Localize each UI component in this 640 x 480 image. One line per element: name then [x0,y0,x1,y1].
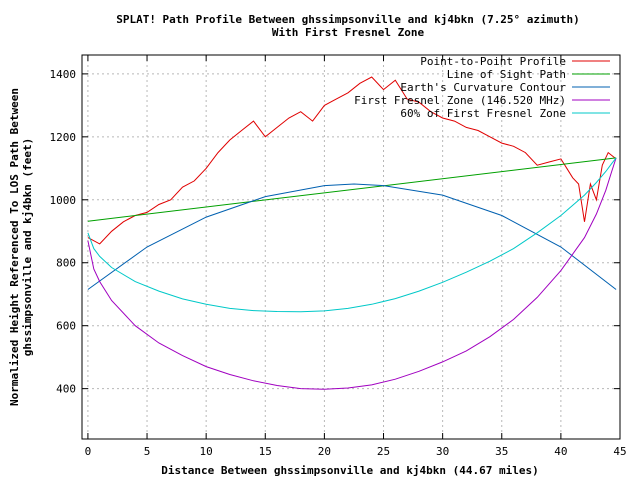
legend-label-point-to-point-profile: Point-to-Point Profile [420,55,566,68]
y-tick-label: 1200 [50,131,77,144]
series-line-first-fresnel-zone-146-520-mhz [87,157,617,390]
x-tick-label: 20 [318,445,331,458]
series-line-60-of-first-fresnel-zone [87,157,617,313]
y-tick-label: 400 [56,383,76,396]
series-line-earth-s-curvature-contour [87,183,617,290]
x-tick-label: 45 [613,445,626,458]
x-tick-label: 25 [377,445,390,458]
x-tick-label: 5 [144,445,151,458]
x-tick-label: 30 [436,445,449,458]
series-line-line-of-sight-path [87,157,617,222]
plot-frame [81,54,621,440]
y-tick-label: 1400 [50,68,77,81]
axis-ticks: 0 5 10 15 20 25 30 35 40 45 400 600 800 1000 1200 1400 [50,55,627,458]
y-axis-label-line1: Normalized Height Referenced To LOS Path… [8,88,21,406]
x-tick-label: 10 [200,445,213,458]
legend-label-earth-s-curvature-contour: Earth's Curvature Contour [400,81,566,94]
x-tick-label: 15 [259,445,272,458]
series-line-point-to-point-profile [87,76,617,245]
y-tick-label: 600 [56,320,76,333]
legend-label-first-fresnel-zone-146-520-mhz: First Fresnel Zone (146.520 MHz) [354,94,566,107]
chart-title: SPLAT! Path Profile Between ghssimpsonvi… [116,13,580,26]
y-tick-label: 800 [56,257,76,270]
legend-label-line-of-sight-path: Line of Sight Path [447,68,566,81]
y-tick-label: 1000 [50,194,77,207]
x-tick-label: 0 [85,445,92,458]
legend-label-60-of-first-fresnel-zone: 60% of First Fresnel Zone [400,107,566,120]
series-lines [87,76,617,390]
x-axis-label: Distance Between ghssimpsonville and kj4… [161,464,539,477]
x-tick-label: 40 [554,445,567,458]
chart-subtitle: With First Fresnel Zone [272,26,425,39]
y-axis-label-line2: ghssimpsonville and kj4bkn (feet) [21,138,34,357]
x-tick-label: 35 [495,445,508,458]
